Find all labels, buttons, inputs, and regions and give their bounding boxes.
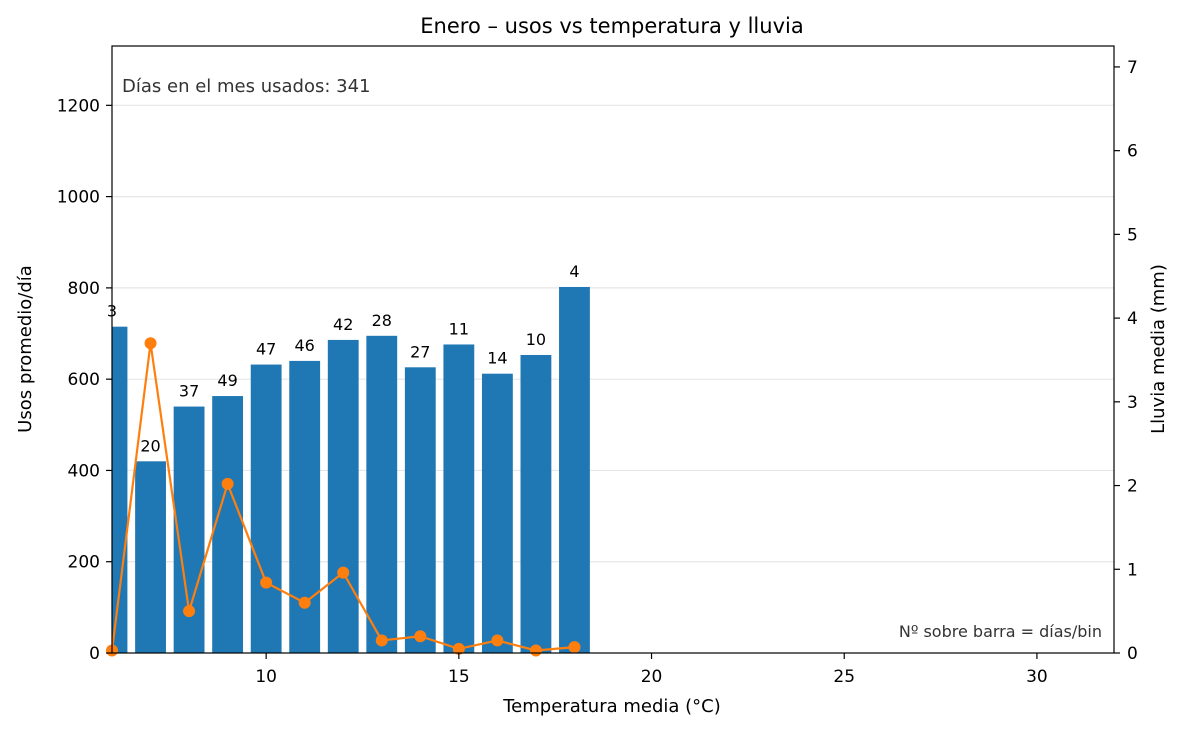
y2-tick-label: 2 — [1127, 477, 1138, 497]
x-tick-label: 10 — [255, 667, 277, 687]
rain-point — [491, 634, 504, 647]
bar-day-count-label: 27 — [410, 342, 430, 361]
bar — [520, 354, 552, 653]
y2-tick-label: 4 — [1127, 309, 1138, 329]
rain-point — [568, 641, 581, 654]
rain-point — [298, 596, 311, 609]
bar — [443, 344, 475, 653]
bar — [404, 367, 436, 653]
bar-day-count-label: 46 — [295, 336, 315, 355]
y-tick-label: 600 — [68, 370, 100, 390]
y-axis-label: Usos promedio/día — [15, 265, 36, 433]
bar — [481, 373, 513, 653]
bar — [327, 339, 359, 653]
bar-day-count-label: 4 — [569, 262, 579, 281]
bar-day-count-label: 10 — [526, 330, 546, 349]
bar — [112, 326, 128, 653]
axes: 10 15 20 25 30 0 200 400 600 800 1000 1200 0 1 2 3 4 5 6 7 — [57, 58, 1138, 687]
rain-point — [221, 477, 234, 490]
x-tick-label: 20 — [641, 667, 663, 687]
bar-day-count-label: 47 — [256, 340, 276, 359]
y2-tick-label: 7 — [1127, 58, 1138, 78]
chart-title: Enero – usos vs temperatura y lluvia — [420, 14, 803, 38]
bar-day-count-label: 11 — [449, 319, 469, 338]
rain-point — [260, 576, 273, 589]
bar-day-count-label: 14 — [487, 349, 507, 368]
rain-point — [144, 337, 157, 350]
y-tick-label: 1000 — [57, 188, 100, 208]
plot-frame — [111, 45, 1115, 654]
y-tick-label: 400 — [68, 461, 100, 481]
y2-tick-label: 3 — [1127, 393, 1138, 413]
days-used-annotation: Días en el mes usados: 341 — [122, 76, 370, 97]
rain-point — [375, 634, 388, 647]
bar — [366, 335, 398, 653]
y2-tick-label: 5 — [1127, 225, 1138, 245]
y2-axis-label: Lluvia media (mm) — [1148, 264, 1169, 434]
bar — [212, 396, 244, 653]
bar — [559, 286, 590, 653]
rain-point — [337, 566, 350, 579]
y-tick-label: 200 — [68, 553, 100, 573]
bar-day-count-label: 37 — [179, 382, 199, 401]
y-tick-label: 1200 — [57, 96, 100, 116]
rain-point — [529, 644, 542, 657]
bar-day-count-label: 20 — [140, 436, 160, 455]
y-tick-label: 0 — [89, 644, 100, 664]
bar-day-count-label: 28 — [372, 311, 392, 330]
rain-point — [452, 642, 465, 655]
rain-point — [414, 630, 427, 643]
y-tick-label: 800 — [68, 279, 100, 299]
bar-day-count-label: 49 — [217, 371, 237, 390]
bar-number-note: Nº sobre barra = días/bin — [899, 622, 1102, 641]
rain-point — [183, 605, 196, 618]
y2-tick-label: 6 — [1127, 142, 1138, 162]
x-tick-label: 15 — [448, 667, 470, 687]
x-tick-label: 30 — [1026, 667, 1048, 687]
x-axis-label: Temperatura media (°C) — [502, 696, 721, 717]
y2-tick-label: 0 — [1127, 644, 1138, 664]
bar — [250, 364, 282, 653]
bar — [289, 360, 321, 653]
x-tick-label: 25 — [833, 667, 855, 687]
bar — [135, 461, 166, 653]
bar-day-count-label: 42 — [333, 315, 353, 334]
y2-tick-label: 1 — [1127, 560, 1138, 580]
